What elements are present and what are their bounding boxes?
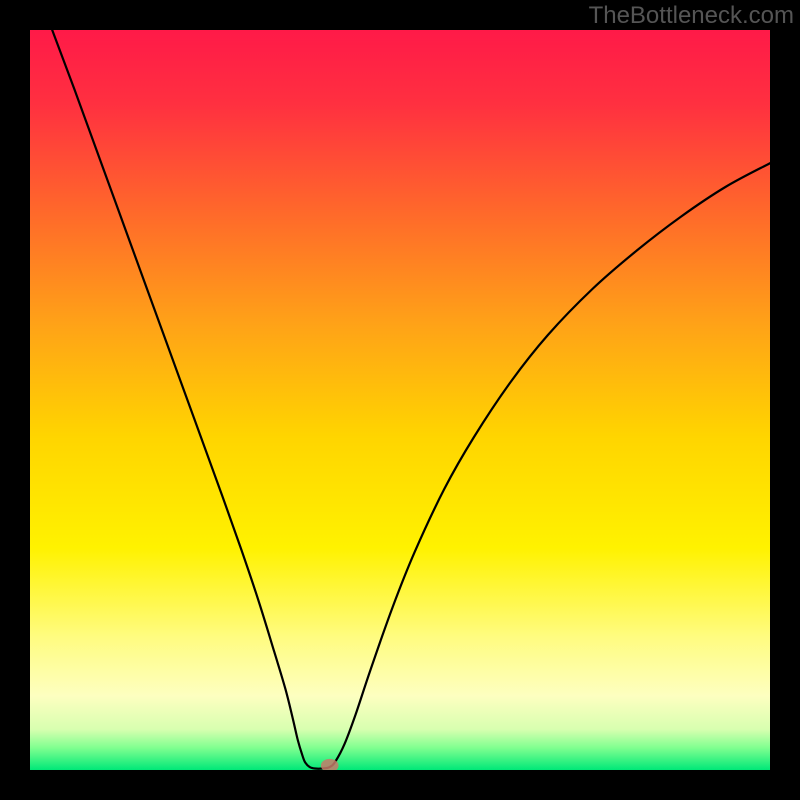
watermark-text: TheBottleneck.com	[589, 2, 794, 30]
plot-area	[30, 30, 770, 770]
gradient-background	[30, 30, 770, 770]
chart-frame: TheBottleneck.com	[0, 0, 800, 800]
bottleneck-chart	[30, 30, 770, 770]
